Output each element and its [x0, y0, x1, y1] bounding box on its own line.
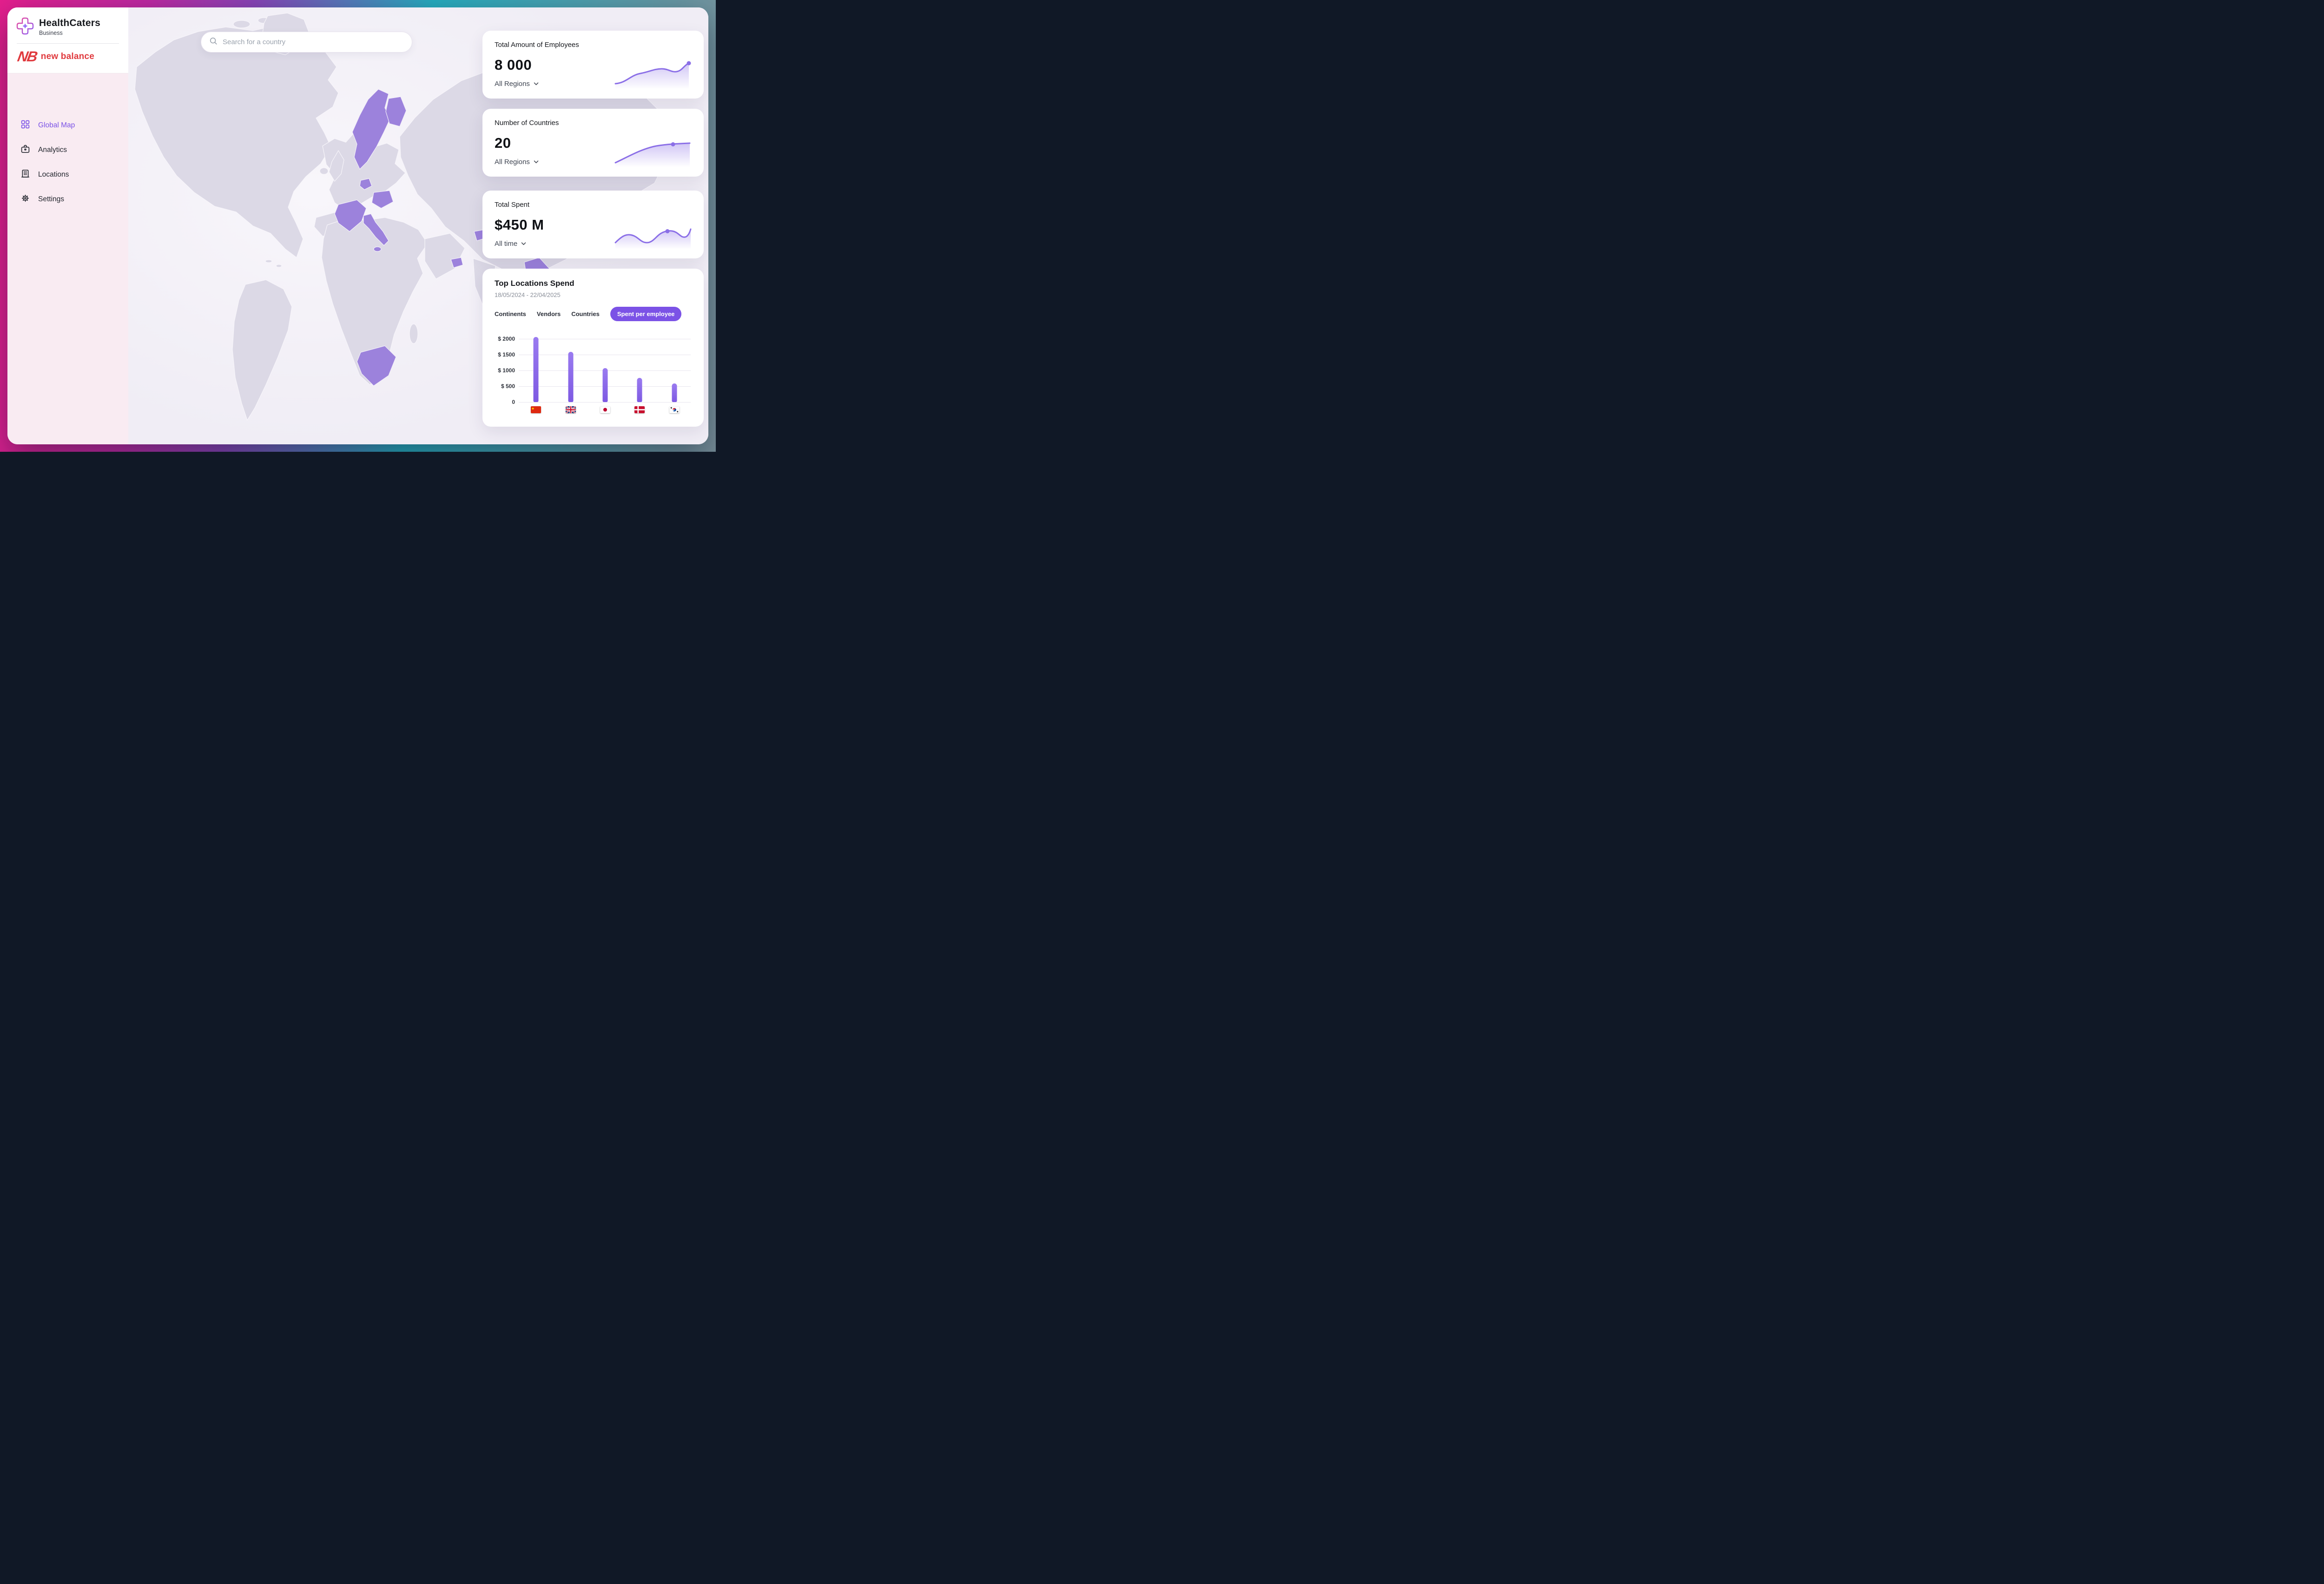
- map-highlight-south-africa[interactable]: [357, 345, 396, 386]
- sidebar: HealthCaters Business NB new balance: [7, 7, 128, 444]
- flag-japan-icon: [600, 406, 610, 413]
- map-highlight-france[interactable]: [334, 199, 367, 232]
- tab-spent-per-employee[interactable]: Spent per employee: [610, 307, 682, 321]
- sidebar-item-locations[interactable]: Locations: [20, 165, 128, 184]
- landmass-north-america: [134, 26, 339, 258]
- top-locations-tabs: Continents Vendors Countries Spent per e…: [495, 307, 692, 321]
- tab-vendors[interactable]: Vendors: [536, 310, 561, 317]
- card-value: 20: [495, 135, 511, 151]
- sidebar-item-label: Locations: [38, 171, 69, 178]
- flag-china-icon: [531, 406, 541, 413]
- gridline: [519, 402, 691, 403]
- time-filter-dropdown[interactable]: All time: [495, 240, 526, 248]
- filter-label: All time: [495, 240, 518, 248]
- top-locations-title: Top Locations Spend: [495, 279, 574, 288]
- spent-sparkline: [614, 228, 692, 249]
- map-highlight-scandinavia[interactable]: [352, 89, 391, 170]
- landmass-africa: [321, 217, 428, 385]
- region-filter-dropdown[interactable]: All Regions: [495, 158, 539, 166]
- app-window: HealthCaters Business NB new balance: [7, 7, 708, 444]
- healthcaters-logo-icon: [16, 17, 34, 38]
- map-highlight-arabian-gulf[interactable]: [450, 257, 463, 268]
- map-highlight-sicily[interactable]: [373, 246, 382, 252]
- nb-wordmark: new balance: [40, 51, 94, 61]
- map-area: Total Amount of Employees 8 000 All Regi…: [128, 7, 708, 444]
- y-tick-label: $ 500: [501, 383, 515, 389]
- briefcase-icon: [20, 144, 30, 156]
- sidebar-nav: Global Map Analytics: [7, 116, 128, 209]
- bar-plot: $ 2000 $ 1500 $ 1000 $ 500 0: [495, 332, 692, 405]
- card-title: Total Spent: [495, 201, 530, 209]
- map-highlight-italy[interactable]: [363, 213, 389, 246]
- landmass-arctic-islands: [233, 20, 251, 28]
- y-tick-label: $ 2000: [498, 335, 515, 342]
- stats-panel: Total Amount of Employees 8 000 All Regi…: [482, 31, 704, 427]
- countries-sparkline: [614, 142, 691, 167]
- nb-monogram: NB: [16, 48, 38, 65]
- tab-continents[interactable]: Continents: [495, 310, 526, 317]
- card-value: $450 M: [495, 217, 544, 233]
- sidebar-item-label: Analytics: [38, 146, 67, 154]
- bar-japan[interactable]: [602, 368, 608, 402]
- sidebar-item-label: Global Map: [38, 121, 75, 129]
- grid-icon: [20, 119, 30, 132]
- card-title: Number of Countries: [495, 119, 559, 127]
- landmass-united-kingdom: [329, 150, 344, 182]
- flag-denmark-icon: [634, 406, 645, 413]
- card-total-employees: Total Amount of Employees 8 000 All Regi…: [482, 31, 704, 99]
- search-input[interactable]: [223, 38, 404, 46]
- chevron-down-icon: [534, 160, 539, 164]
- brand-subtitle: Business: [39, 29, 63, 36]
- y-tick-label: 0: [512, 399, 515, 405]
- card-value: 8 000: [495, 57, 532, 73]
- card-title: Total Amount of Employees: [495, 41, 579, 49]
- new-balance-logo: NB new balance: [16, 48, 120, 66]
- landmass-arabia: [424, 233, 465, 279]
- sidebar-item-settings[interactable]: Settings: [20, 190, 128, 209]
- date-range: 18/05/2024 - 22/04/2025: [495, 291, 561, 298]
- landmass-caribbean: [265, 259, 272, 263]
- flag-south-korea-icon: [669, 406, 680, 413]
- map-highlight-denmark-benelux[interactable]: [359, 178, 372, 190]
- landmass-south-america: [232, 279, 292, 421]
- card-total-spent: Total Spent $450 M All time: [482, 191, 704, 258]
- sidebar-item-global-map[interactable]: Global Map: [20, 116, 128, 135]
- map-highlight-finland[interactable]: [385, 96, 407, 127]
- y-tick-label: $ 1000: [498, 367, 515, 374]
- gear-icon: [20, 193, 30, 205]
- y-tick-label: $ 1500: [498, 351, 515, 358]
- chevron-down-icon: [521, 242, 526, 245]
- country-search[interactable]: [201, 32, 412, 53]
- top-locations-chart: $ 2000 $ 1500 $ 1000 $ 500 0: [495, 332, 692, 416]
- filter-label: All Regions: [495, 80, 530, 88]
- brand-block: HealthCaters Business NB new balance: [7, 7, 128, 73]
- search-icon: [209, 37, 218, 47]
- bar-united-kingdom[interactable]: [568, 352, 574, 402]
- landmass-ireland: [319, 167, 329, 175]
- sidebar-item-label: Settings: [38, 195, 65, 203]
- flag-united-kingdom-icon: [565, 406, 576, 413]
- landmass-madagascar: [409, 323, 418, 344]
- card-top-locations-spend: Top Locations Spend 18/05/2024 - 22/04/2…: [482, 269, 704, 427]
- region-filter-dropdown[interactable]: All Regions: [495, 80, 539, 88]
- map-highlight-poland[interactable]: [371, 190, 394, 209]
- filter-label: All Regions: [495, 158, 530, 166]
- divider: [17, 43, 119, 44]
- card-number-of-countries: Number of Countries 20 All Regions: [482, 109, 704, 177]
- landmass-caribbean: [276, 264, 282, 268]
- tab-countries[interactable]: Countries: [571, 310, 600, 317]
- bar-denmark[interactable]: [637, 378, 642, 402]
- bar-china[interactable]: [533, 337, 539, 402]
- bar-south-korea[interactable]: [672, 383, 677, 402]
- brand-name: HealthCaters: [39, 18, 100, 29]
- desktop-background: HealthCaters Business NB new balance: [0, 0, 716, 452]
- sidebar-item-analytics[interactable]: Analytics: [20, 141, 128, 159]
- flags-row: [495, 406, 692, 416]
- building-icon: [20, 169, 30, 181]
- chevron-down-icon: [534, 82, 539, 86]
- employees-sparkline: [614, 61, 691, 89]
